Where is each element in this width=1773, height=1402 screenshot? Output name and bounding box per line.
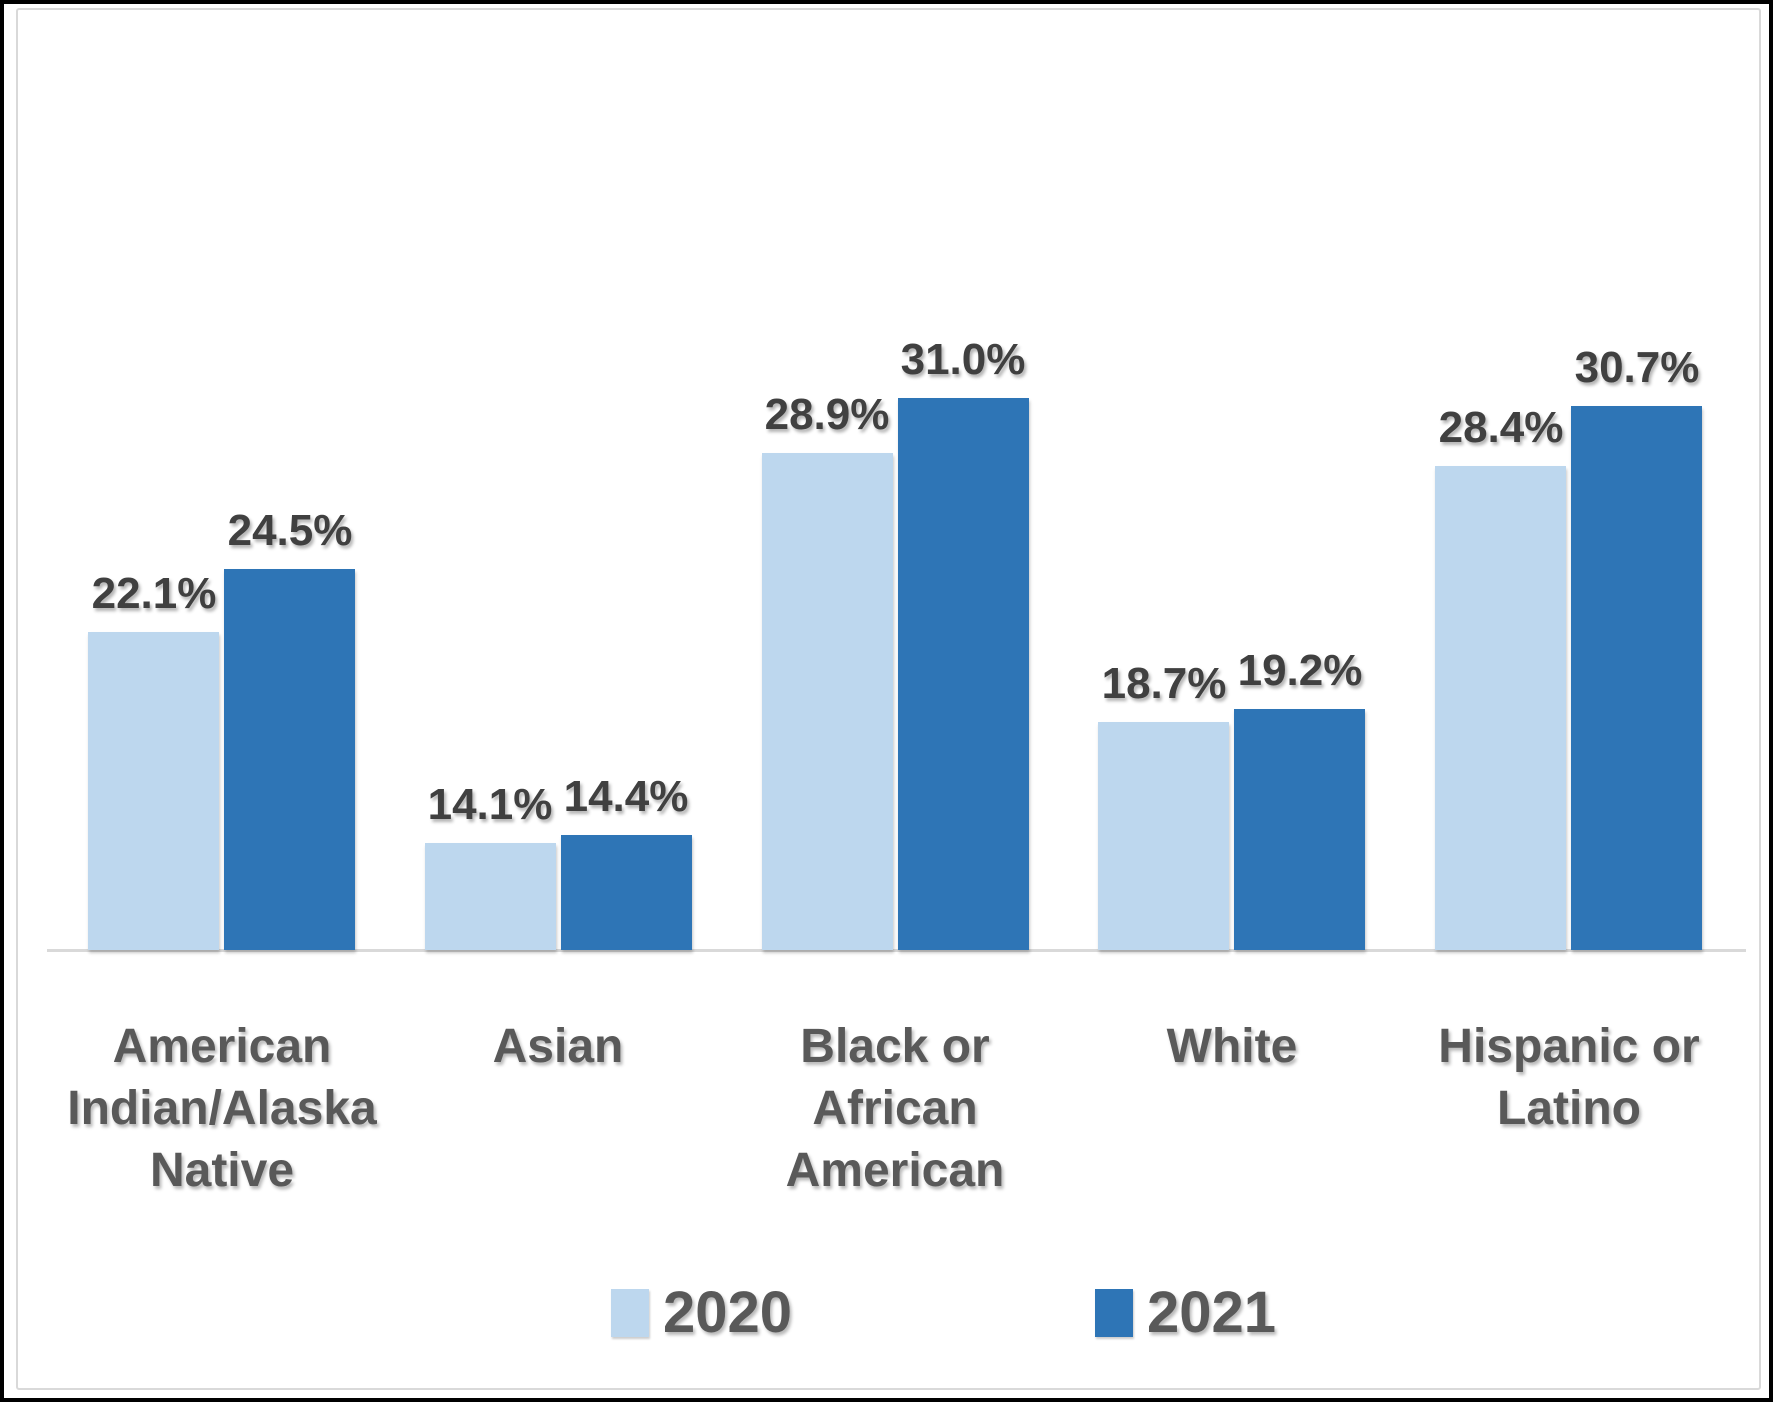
category-label-hispanic-or-latino: Hispanic or Latino	[1359, 1016, 1773, 1140]
value-label-2021-white: 19.2%	[1237, 646, 1363, 695]
bar-2021-american-indian-alaska-native	[224, 569, 355, 950]
category-label-line: Black or	[800, 1020, 990, 1073]
bar-2021-hispanic-or-latino	[1571, 406, 1702, 950]
category-label-line: African	[812, 1082, 978, 1135]
legend-swatch-2020	[611, 1289, 649, 1337]
x-axis-line	[47, 949, 1746, 952]
category-label-line: Hispanic or	[1438, 1020, 1700, 1073]
category-label-line: White	[1166, 1020, 1298, 1073]
value-label-2020-white: 18.7%	[1101, 659, 1227, 708]
category-label-line: American	[785, 1144, 1005, 1197]
bar-2021-black-or-african-american	[898, 398, 1029, 950]
bar-2021-asian	[561, 835, 692, 950]
bar-2020-american-indian-alaska-native	[88, 632, 219, 950]
bar-2020-white	[1098, 722, 1229, 950]
legend-label-2020: 2020	[663, 1280, 793, 1345]
category-label-line: Asian	[492, 1020, 624, 1073]
value-label-2021-asian: 14.4%	[563, 772, 689, 821]
value-label-2020-black-or-african-american: 28.9%	[764, 390, 890, 439]
category-label-american-indian-alaska-native: American Indian/Alaska Native	[12, 1016, 432, 1202]
category-label-line: Latino	[1497, 1082, 1641, 1135]
legend-swatch-2021	[1095, 1289, 1133, 1337]
value-label-2020-hispanic-or-latino: 28.4%	[1438, 403, 1564, 452]
category-label-black-or-african-american: Black or African American	[685, 1016, 1105, 1202]
chart-inner-border	[16, 8, 1761, 1390]
bar-2020-hispanic-or-latino	[1435, 466, 1566, 950]
category-label-white: White	[1022, 1016, 1442, 1078]
category-label-line: American	[112, 1020, 332, 1073]
bar-2020-black-or-african-american	[762, 453, 893, 950]
value-label-2021-black-or-african-american: 31.0%	[900, 335, 1026, 384]
value-label-2020-asian: 14.1%	[427, 780, 553, 829]
value-label-2020-american-indian-alaska-native: 22.1%	[91, 569, 217, 618]
legend-label-2021: 2021	[1147, 1280, 1277, 1345]
bar-2021-white	[1234, 709, 1365, 950]
category-label-asian: Asian	[348, 1016, 768, 1078]
bar-2020-asian	[425, 843, 556, 950]
value-label-2021-hispanic-or-latino: 30.7%	[1574, 343, 1700, 392]
category-label-line: Indian/Alaska	[67, 1082, 377, 1135]
value-label-2021-american-indian-alaska-native: 24.5%	[227, 506, 353, 555]
category-label-line: Native	[149, 1144, 295, 1197]
